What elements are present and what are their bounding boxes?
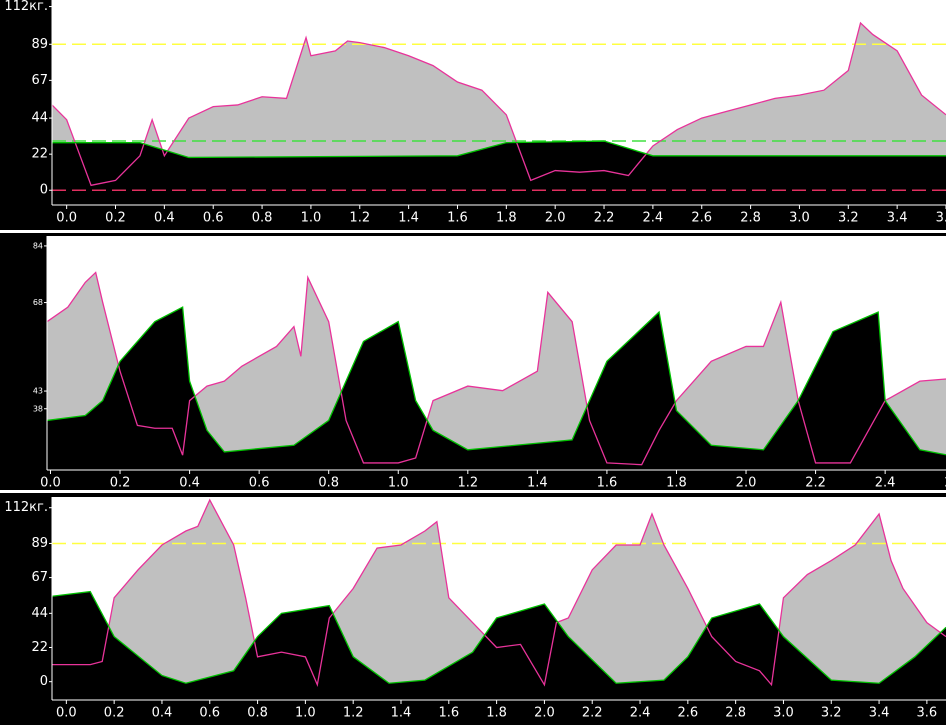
x-tick-label: 3.4 [887, 211, 908, 226]
x-tick-label: 2.6 [691, 211, 712, 226]
x-tick-label: 0.6 [199, 706, 220, 721]
area-fill [47, 272, 946, 470]
x-tick-label: 1.6 [447, 211, 468, 226]
x-tick-label: 0.8 [318, 476, 339, 491]
x-tick-label: 2.4 [630, 706, 651, 721]
x-tick-label: 1.8 [666, 476, 687, 491]
x-tick-label: 1.6 [597, 476, 618, 491]
x-tick-label: 0.4 [154, 211, 175, 226]
y-tick-label: 43 [33, 387, 43, 396]
x-tick-label: 1.0 [295, 706, 316, 721]
y-tick-label: 44 [31, 111, 48, 126]
y-tick-label: 44 [31, 606, 48, 621]
x-tick-label: 0.0 [40, 476, 61, 491]
x-tick-label: 3.4 [869, 706, 890, 721]
y-tick-label: 0 [40, 183, 48, 198]
x-tick-label: 3.2 [838, 211, 859, 226]
y-tick-label: 89 [31, 536, 48, 551]
series-line [52, 590, 946, 684]
y-tick-label: 89 [31, 37, 48, 52]
y-tick-label: 84 [33, 241, 43, 250]
x-tick-label: 1.4 [391, 706, 412, 721]
x-tick-label: 0.0 [56, 706, 77, 721]
y-tick-label: 38 [33, 404, 43, 413]
y-tick-label: 112кг. [4, 0, 48, 14]
series-line [52, 140, 946, 159]
y-tick-label: 67 [31, 570, 48, 585]
x-tick-label: 1.0 [388, 476, 409, 491]
x-tick-label: 1.4 [527, 476, 548, 491]
x-tick-label: 0.6 [203, 211, 224, 226]
x-tick-label: 2.0 [534, 706, 555, 721]
y-tick-label: 67 [31, 73, 48, 88]
x-tick-label: 2.8 [725, 706, 746, 721]
y-tick-label: 68 [33, 298, 43, 307]
y-tick-label: 0 [40, 674, 48, 689]
x-tick-label: 0.4 [152, 706, 173, 721]
x-tick-label: 0.8 [252, 211, 273, 226]
x-tick-label: 0.2 [105, 211, 126, 226]
x-tick-label: 0.2 [104, 706, 125, 721]
x-tick-label: 2.2 [805, 476, 826, 491]
area-fill [52, 591, 946, 700]
x-tick-label: 1.6 [438, 706, 459, 721]
x-tick-label: 1.0 [301, 211, 322, 226]
x-tick-label: 2.8 [740, 211, 761, 226]
separator [0, 490, 946, 493]
x-tick-label: 0.2 [110, 476, 131, 491]
x-tick-label: 3.6 [917, 706, 938, 721]
x-tick-label: 1.2 [349, 211, 370, 226]
x-tick-label: 3.6 [936, 211, 946, 226]
y-tick-label: 112кг. [4, 500, 48, 515]
x-tick-label: 2.0 [545, 211, 566, 226]
x-tick-label: 1.8 [496, 211, 517, 226]
x-tick-label: 2.6 [677, 706, 698, 721]
x-tick-label: 0.4 [179, 476, 200, 491]
x-tick-label: 1.2 [343, 706, 364, 721]
y-tick-label: 22 [31, 147, 48, 162]
plot [52, 498, 946, 700]
x-tick-label: 1.8 [486, 706, 507, 721]
x-tick-label: 2.4 [643, 211, 664, 226]
x-tick-label: 2.6 [944, 476, 946, 491]
x-tick-label: 0.0 [56, 211, 77, 226]
x-tick-label: 0.8 [247, 706, 268, 721]
series-line [52, 21, 946, 187]
x-tick-label: 1.2 [457, 476, 478, 491]
x-tick-label: 2.4 [875, 476, 896, 491]
separator [0, 230, 946, 233]
x-tick-label: 0.6 [249, 476, 270, 491]
y-tick-label: 22 [31, 640, 48, 655]
x-tick-label: 2.2 [594, 211, 615, 226]
series-line [47, 306, 946, 456]
plot [47, 271, 946, 470]
x-tick-label: 1.4 [398, 211, 419, 226]
x-tick-label: 3.2 [821, 706, 842, 721]
plot [52, 21, 946, 205]
x-tick-label: 2.0 [736, 476, 757, 491]
series-line [47, 271, 946, 466]
x-tick-label: 2.2 [582, 706, 603, 721]
x-tick-label: 3.0 [789, 211, 810, 226]
x-tick-label: 3.0 [773, 706, 794, 721]
